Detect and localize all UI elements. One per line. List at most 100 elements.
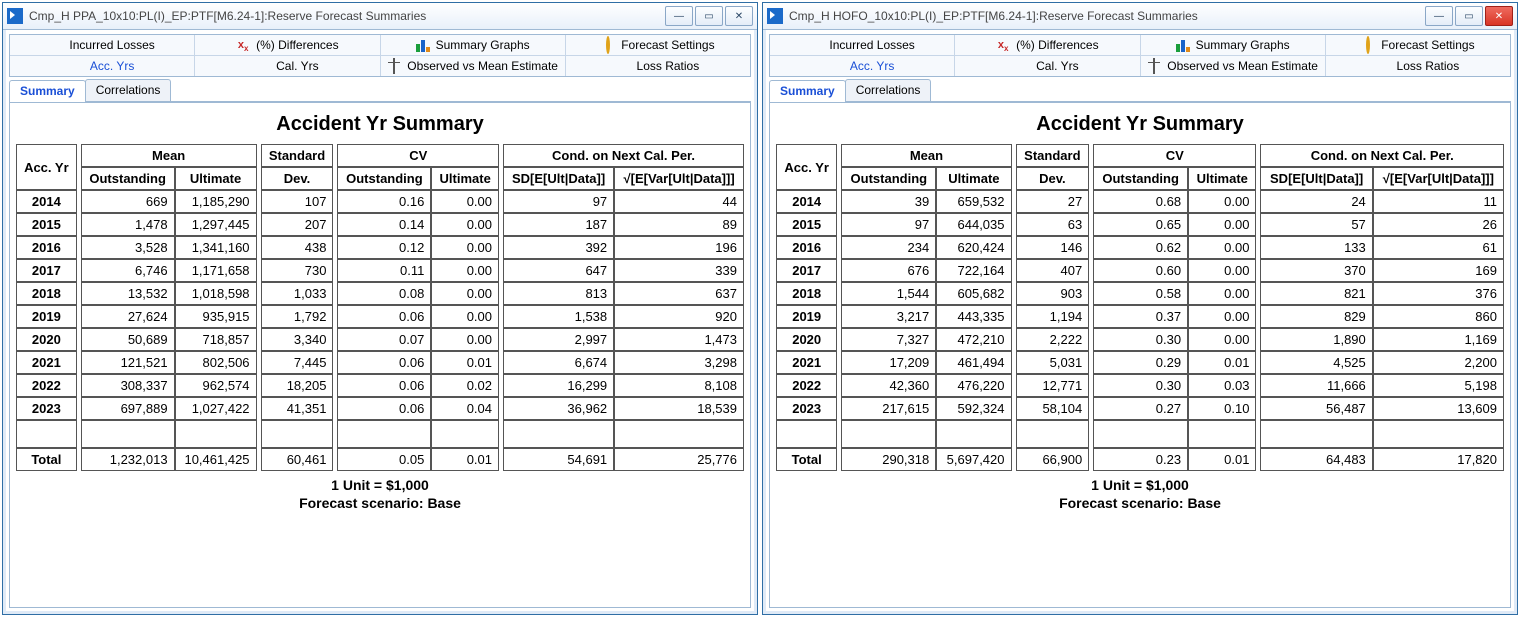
app-window-1: Cmp_H HOFO_10x10:PL(I)_EP:PTF[M6.24-1]:R… xyxy=(762,2,1518,615)
content-area: Accident Yr Summary Acc. Yr Mean Standar… xyxy=(769,102,1511,608)
toolbar-label: Cal. Yrs xyxy=(276,59,318,73)
toolbar-cal-yrs[interactable]: Cal. Yrs xyxy=(955,56,1140,76)
toolbar-forecast-settings[interactable]: Forecast Settings xyxy=(1326,35,1510,56)
xx-icon: xx xyxy=(996,38,1010,52)
col-cv-out: Outstanding xyxy=(337,167,431,190)
maximize-button[interactable]: ▭ xyxy=(695,6,723,26)
titlebar: Cmp_H HOFO_10x10:PL(I)_EP:PTF[M6.24-1]:R… xyxy=(763,3,1517,30)
table-row: 2016 3,5281,341,160 438 0.120.00 392196 xyxy=(16,236,744,259)
col-sd: SD[E[Ult|Data]] xyxy=(1260,167,1372,190)
table-row: 2019 3,217443,335 1,194 0.370.00 829860 xyxy=(776,305,1504,328)
close-button[interactable]: ✕ xyxy=(725,6,753,26)
maximize-button[interactable]: ▭ xyxy=(1455,6,1483,26)
toolbar-label: Observed vs Mean Estimate xyxy=(407,59,558,73)
toolbar-loss-ratios[interactable]: Loss Ratios xyxy=(566,56,750,76)
col-acc-yr: Acc. Yr xyxy=(776,144,837,190)
tabs: SummaryCorrelations xyxy=(9,79,751,102)
toolbar-cal-yrs[interactable]: Cal. Yrs xyxy=(195,56,380,76)
toolbar-summary-graphs[interactable]: Summary Graphs xyxy=(381,35,566,56)
toolbar-summary-graphs[interactable]: Summary Graphs xyxy=(1141,35,1326,56)
table-row: 2022 308,337962,574 18,205 0.060.02 16,2… xyxy=(16,374,744,397)
unit-line: 1 Unit = $1,000 xyxy=(16,477,744,493)
col-cond: Cond. on Next Cal. Per. xyxy=(1260,144,1504,167)
yellow-bar-icon xyxy=(70,59,84,73)
total-row: Total 290,3185,697,420 66,900 0.230.01 6… xyxy=(776,448,1504,471)
table-row: 2017 6,7461,171,658 730 0.110.00 647339 xyxy=(16,259,744,282)
minimize-button[interactable]: — xyxy=(1425,6,1453,26)
toolbar-incurred-losses[interactable]: Incurred Losses xyxy=(770,35,955,56)
table-row: 2021 121,521802,506 7,445 0.060.01 6,674… xyxy=(16,351,744,374)
col-mean: Mean xyxy=(81,144,257,167)
col-cv-out: Outstanding xyxy=(1093,167,1188,190)
summary-table: Acc. Yr Mean Standard CV Cond. on Next C… xyxy=(776,144,1504,471)
table-row: 2022 42,360476,220 12,771 0.300.03 11,66… xyxy=(776,374,1504,397)
col-sqrt: √[E[Var[Ult|Data]]] xyxy=(1373,167,1504,190)
table-row: 2015 1,4781,297,445 207 0.140.00 18789 xyxy=(16,213,744,236)
toolbar-incurred-losses[interactable]: Incurred Losses xyxy=(10,35,195,56)
table-row: 2018 1,544605,682 903 0.580.00 821376 xyxy=(776,282,1504,305)
diamond-icon xyxy=(617,59,631,73)
close-button[interactable]: ✕ xyxy=(1485,6,1513,26)
tab-summary[interactable]: Summary xyxy=(769,80,846,102)
toolbar-label: Observed vs Mean Estimate xyxy=(1167,59,1318,73)
toolbar-label: Summary Graphs xyxy=(1196,38,1290,52)
summary-title: Accident Yr Summary xyxy=(16,113,744,136)
toolbar--differences[interactable]: xx(%) Differences xyxy=(195,35,380,56)
toolbar: Incurred Losses xx(%) Differences Summar… xyxy=(769,34,1511,77)
gear-icon xyxy=(601,38,615,52)
toolbar-label: (%) Differences xyxy=(256,38,338,52)
table-row: 2018 13,5321,018,598 1,033 0.080.00 8136… xyxy=(16,282,744,305)
col-mean: Mean xyxy=(841,144,1011,167)
summary-title: Accident Yr Summary xyxy=(776,113,1504,136)
tab-summary[interactable]: Summary xyxy=(9,80,86,102)
footer-note: 1 Unit = $1,000 Forecast scenario: Base xyxy=(776,475,1504,511)
app-icon xyxy=(767,8,783,24)
table-row: 2023 697,8891,027,422 41,351 0.060.04 36… xyxy=(16,397,744,420)
table-row: 2020 7,327472,210 2,222 0.300.00 1,8901,… xyxy=(776,328,1504,351)
table-row: 2019 27,624935,915 1,792 0.060.00 1,5389… xyxy=(16,305,744,328)
footer-note: 1 Unit = $1,000 Forecast scenario: Base xyxy=(16,475,744,511)
col-standard: Standard xyxy=(1016,144,1090,167)
tab-correlations[interactable]: Correlations xyxy=(85,79,172,101)
scenario-line: Forecast scenario: Base xyxy=(16,495,744,511)
toolbar-loss-ratios[interactable]: Loss Ratios xyxy=(1326,56,1510,76)
table-row: 2014 39659,532 27 0.680.00 2411 xyxy=(776,190,1504,213)
toolbar-label: Loss Ratios xyxy=(637,59,700,73)
tab-correlations[interactable]: Correlations xyxy=(845,79,932,101)
table-row: 2014 6691,185,290 107 0.160.00 9744 xyxy=(16,190,744,213)
table-row: 2016 234620,424 146 0.620.00 13361 xyxy=(776,236,1504,259)
toolbar--differences[interactable]: xx(%) Differences xyxy=(955,35,1140,56)
red-bar-icon xyxy=(49,38,63,52)
minimize-button[interactable]: — xyxy=(665,6,693,26)
bars-icon xyxy=(416,38,430,52)
toolbar-acc-yrs[interactable]: Acc. Yrs xyxy=(770,56,955,76)
window-title: Cmp_H HOFO_10x10:PL(I)_EP:PTF[M6.24-1]:R… xyxy=(789,9,1421,23)
col-cv-ult: Ultimate xyxy=(1188,167,1256,190)
app-icon xyxy=(7,8,23,24)
table-row: 2023 217,615592,324 58,104 0.270.10 56,4… xyxy=(776,397,1504,420)
toolbar-label: Cal. Yrs xyxy=(1036,59,1078,73)
scenario-line: Forecast scenario: Base xyxy=(776,495,1504,511)
col-ultimate: Ultimate xyxy=(936,167,1011,190)
col-cv: CV xyxy=(337,144,499,167)
yellow-bar-icon xyxy=(1016,59,1030,73)
toolbar-forecast-settings[interactable]: Forecast Settings xyxy=(566,35,750,56)
app-window-0: Cmp_H PPA_10x10:PL(I)_EP:PTF[M6.24-1]:Re… xyxy=(2,2,758,615)
col-cv-ult: Ultimate xyxy=(431,167,499,190)
calendar-icon xyxy=(1147,59,1161,73)
col-cond: Cond. on Next Cal. Per. xyxy=(503,144,744,167)
toolbar-acc-yrs[interactable]: Acc. Yrs xyxy=(10,56,195,76)
yellow-bar-icon xyxy=(256,59,270,73)
col-outstanding: Outstanding xyxy=(81,167,175,190)
toolbar-observed-vs-mean-estimate[interactable]: Observed vs Mean Estimate xyxy=(1141,56,1326,76)
col-sd: SD[E[Ult|Data]] xyxy=(503,167,614,190)
col-dev: Dev. xyxy=(261,167,334,190)
toolbar-label: Forecast Settings xyxy=(621,38,714,52)
table-row: 2020 50,689718,857 3,340 0.070.00 2,9971… xyxy=(16,328,744,351)
toolbar-label: Incurred Losses xyxy=(829,38,914,52)
toolbar: Incurred Losses xx(%) Differences Summar… xyxy=(9,34,751,77)
calendar-icon xyxy=(387,59,401,73)
gear-icon xyxy=(1361,38,1375,52)
toolbar-observed-vs-mean-estimate[interactable]: Observed vs Mean Estimate xyxy=(381,56,566,76)
window-title: Cmp_H PPA_10x10:PL(I)_EP:PTF[M6.24-1]:Re… xyxy=(29,9,661,23)
